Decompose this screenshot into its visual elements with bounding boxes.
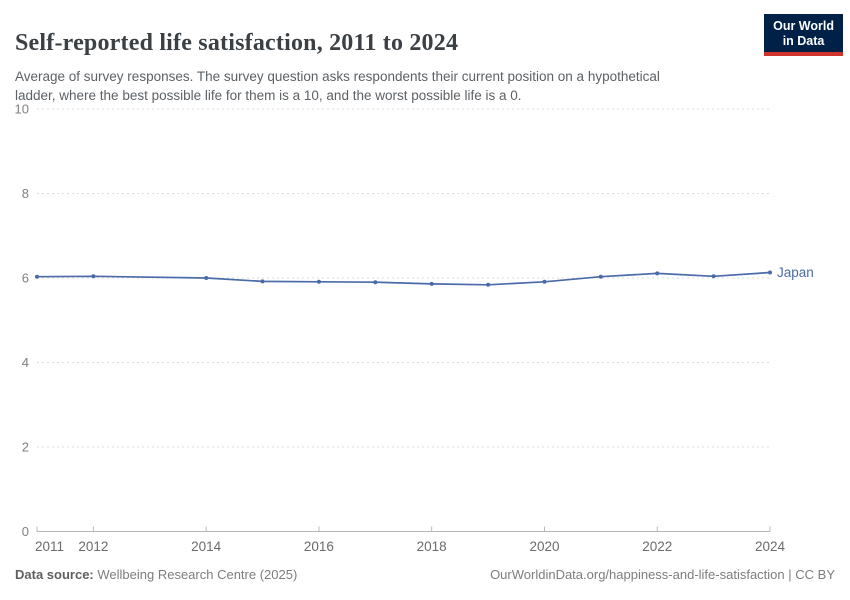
data-point-japan-2020[interactable] — [542, 279, 547, 284]
data-point-japan-2016[interactable] — [316, 279, 321, 284]
subtitle-line-1: Average of survey responses. The survey … — [15, 68, 660, 84]
footer-attribution: OurWorldinData.org/happiness-and-life-sa… — [490, 567, 835, 582]
owid-logo-line2: in Data — [782, 34, 825, 48]
y-axis-label-8: 8 — [22, 186, 29, 201]
x-axis-label-2018: 2018 — [417, 539, 447, 554]
owid-logo[interactable]: Our World in Data — [764, 14, 843, 56]
x-axis-label-2014: 2014 — [191, 539, 222, 554]
series-label-japan[interactable]: Japan — [777, 265, 814, 280]
data-point-japan-2015[interactable] — [260, 279, 265, 284]
y-axis-label-10: 10 — [15, 102, 29, 117]
owid-url-link[interactable]: OurWorldinData.org/happiness-and-life-sa… — [490, 567, 785, 582]
y-axis-label-0: 0 — [22, 524, 29, 539]
x-axis-label-2012: 2012 — [78, 539, 108, 554]
chart-footer: Data source: Wellbeing Research Centre (… — [15, 567, 835, 582]
y-axis-label-4: 4 — [22, 355, 29, 370]
x-axis-label-2020: 2020 — [529, 539, 559, 554]
data-point-japan-2014[interactable] — [204, 276, 209, 280]
data-source-value[interactable]: Wellbeing Research Centre (2025) — [97, 567, 298, 582]
series-line-japan[interactable] — [36, 271, 771, 286]
data-point-japan-2023[interactable] — [711, 274, 716, 279]
y-axis-label-2: 2 — [22, 440, 29, 455]
x-axis-label-2016: 2016 — [304, 539, 334, 554]
page-title: Self-reported life satisfaction, 2011 to… — [15, 30, 459, 57]
data-source: Data source: Wellbeing Research Centre (… — [15, 567, 297, 582]
data-point-japan-2021[interactable] — [598, 274, 603, 279]
data-point-japan-2022[interactable] — [655, 271, 660, 276]
y-axis-label-6: 6 — [22, 271, 29, 286]
data-point-japan-2017[interactable] — [373, 280, 378, 285]
footer-separator: | — [788, 567, 796, 582]
data-point-japan-2018[interactable] — [429, 281, 434, 286]
data-point-japan-2024[interactable] — [768, 270, 772, 275]
x-axis-label-2011: 2011 — [35, 539, 64, 554]
x-axis-label-2024: 2024 — [755, 539, 786, 554]
license-label[interactable]: CC BY — [795, 567, 835, 582]
subtitle-line-2: ladder, where the best possible life for… — [15, 87, 522, 103]
data-point-japan-2012[interactable] — [91, 274, 96, 279]
data-point-japan-2019[interactable] — [486, 282, 491, 287]
data-source-label: Data source: — [15, 567, 94, 582]
data-point-japan-2011[interactable] — [35, 274, 39, 279]
x-axis-label-2022: 2022 — [642, 539, 672, 554]
owid-logo-line1: Our World — [773, 19, 834, 33]
chart-subtitle: Average of survey responses. The survey … — [15, 67, 660, 105]
